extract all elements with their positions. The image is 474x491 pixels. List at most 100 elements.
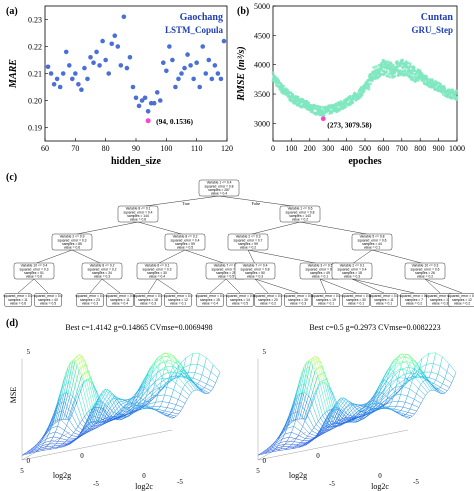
surface-mesh-line: [408, 366, 416, 378]
surface-mesh-line: [112, 398, 115, 400]
surface-mesh-line: [326, 378, 334, 395]
data-point: [185, 52, 190, 57]
surface-mesh-line: [165, 415, 173, 419]
surface-mesh-line: [331, 427, 335, 430]
surface-mesh-line: [277, 436, 281, 441]
surface-mesh-line: [56, 394, 64, 422]
surface-mesh-line: [296, 444, 304, 447]
surface-mesh-line: [361, 402, 369, 406]
tree-node-text: squared_error = 0.0: [283, 294, 312, 298]
surface-mesh-line: [436, 391, 439, 393]
surface-mesh-line: [57, 396, 60, 406]
surface-mesh-line: [396, 412, 404, 416]
surface-mesh-line: [193, 382, 196, 386]
surface-mesh-line: [118, 410, 122, 414]
surface-mesh-line: [100, 400, 104, 403]
surface-mesh-line: [377, 391, 381, 399]
surface-mesh-line: [154, 375, 162, 383]
tree-node-text: value = 0.6: [26, 275, 42, 279]
surface-mesh-line: [323, 418, 327, 424]
data-point: [344, 105, 348, 109]
surface-mesh-line: [85, 364, 89, 371]
surface-mesh-line: [175, 376, 179, 383]
surface-mesh-line: [174, 415, 177, 418]
surface-mesh-line: [312, 360, 321, 366]
surface-mesh-line: [300, 444, 304, 447]
surface-mesh-line: [453, 372, 457, 378]
surface-mesh-line: [316, 432, 320, 436]
surface-mesh-line: [141, 372, 149, 386]
surface-mesh-line: [370, 398, 378, 408]
tree-node-text: Variable 2 <= 0.1: [340, 264, 365, 268]
surface-mesh-line: [133, 405, 136, 409]
surface-mesh-line: [132, 396, 135, 403]
surface-mesh-line: [307, 441, 311, 444]
surface-mesh-line: [215, 377, 219, 383]
tree-node-text: Variable 8 <= 0.2: [90, 264, 115, 268]
surface-mesh-line: [74, 375, 82, 400]
surface-mesh-line: [435, 374, 439, 381]
surface-mesh-line: [411, 376, 415, 383]
surface-mesh-line: [296, 438, 304, 441]
surface-mesh-line: [403, 415, 411, 418]
surface-mesh-line: [85, 408, 93, 428]
tree-node-text: squared_error = 0.5: [305, 267, 334, 271]
tree-node-text: value = 0.5: [218, 275, 234, 279]
surface-mesh-line: [318, 426, 326, 437]
surface-mesh-line: [169, 402, 177, 405]
surface-mesh-line: [35, 449, 38, 453]
surface-mesh-line: [351, 419, 355, 421]
surface-mesh-line: [347, 414, 351, 416]
surface-mesh-line: [386, 372, 390, 381]
surface-mesh-line: [55, 405, 58, 415]
data-point: [48, 71, 54, 76]
surface-mesh-line: [399, 387, 402, 392]
data-point: [115, 44, 121, 49]
surface-mesh-line: [424, 378, 427, 380]
surface-mesh-line: [97, 407, 105, 419]
surface-mesh-line: [79, 388, 87, 414]
surface-mesh-line: [86, 421, 95, 433]
surface-mesh-line: [170, 365, 174, 372]
surface-mesh-line: [326, 409, 330, 412]
y-tick-label: 4500: [254, 31, 270, 40]
surface-mesh-line: [164, 368, 172, 372]
surface-mesh-line: [325, 431, 328, 433]
surface-mesh-line: [341, 422, 345, 425]
surface-mesh-line: [147, 390, 151, 393]
surface-mesh-line: [141, 387, 149, 397]
surface-mesh-line: [343, 402, 351, 412]
surface-mesh-line: [271, 449, 274, 453]
tree-edge: [247, 249, 256, 265]
surface-mesh-line: [119, 408, 127, 414]
surface-mesh-line: [86, 379, 94, 409]
tree-node: [448, 293, 474, 307]
surface-mesh-line: [376, 401, 380, 404]
surface-mesh-line: [406, 361, 414, 365]
tree-node-text: squared_error = 0.0: [253, 294, 282, 298]
surface-mesh-line: [57, 425, 65, 431]
surface-mesh-line: [173, 404, 177, 410]
surface-mesh-line: [177, 364, 180, 370]
surface-mesh-line: [158, 370, 162, 376]
tree-node-text: value = 0.3: [247, 275, 263, 279]
surface-mesh-line: [173, 361, 176, 366]
data-point: [54, 76, 60, 82]
surface-mesh-line: [417, 368, 420, 375]
tree-node: [312, 293, 340, 307]
data-point: [408, 62, 412, 66]
surface-mesh-line: [69, 402, 78, 420]
surface-mesh-line: [117, 417, 121, 419]
surface-mesh-line: [140, 390, 148, 399]
surface-mesh-line: [317, 386, 326, 414]
surface-mesh-line: [158, 384, 166, 394]
surface-mesh-line: [329, 408, 332, 411]
tree-node-text: samples = 49: [310, 271, 330, 275]
x-tick-label: 0: [271, 144, 275, 153]
surface-mesh-line: [271, 445, 279, 449]
surface-mesh-line: [278, 448, 281, 451]
surface-mesh-line: [138, 396, 142, 399]
data-point: [221, 38, 227, 44]
tree-node-text: samples = 23: [80, 298, 100, 302]
surface-mesh-line: [449, 382, 452, 388]
